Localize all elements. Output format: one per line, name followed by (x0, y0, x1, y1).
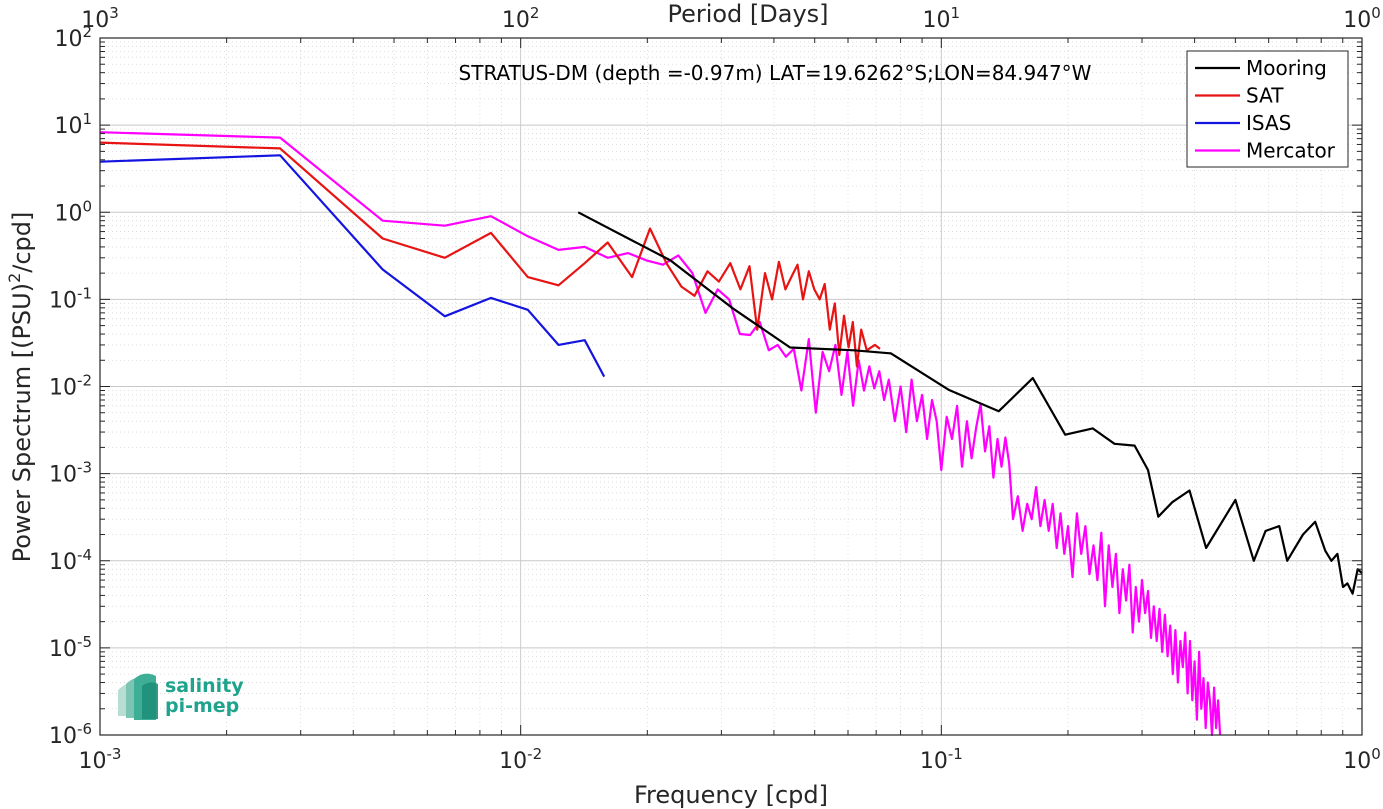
legend-box (1186, 50, 1349, 168)
y-tick-label: 10-5 (49, 633, 92, 662)
y-tick-label: 10-4 (49, 546, 92, 575)
x2-tick-label: 102 (502, 4, 540, 33)
logo-line1: salinity (165, 675, 244, 697)
legend: Mooring SAT ISAS Mercator (1186, 50, 1349, 168)
axis-ticks (99, 37, 1363, 736)
y-tick-label: 102 (54, 23, 92, 52)
chart-annotation: STRATUS-DM (depth =-0.97m) LAT=19.6262°S… (459, 61, 1092, 85)
y-tick-label: 101 (54, 110, 92, 139)
x-axis-title: Frequency [cpd] (634, 781, 828, 809)
x-tick-label: 10-3 (79, 745, 122, 774)
y-axis-title-main: Power Spectrum [(PSU) (8, 283, 36, 562)
series-line-sat (99, 141, 881, 368)
legend-label: SAT (1246, 84, 1284, 108)
x2-tick-label: 100 (1343, 4, 1381, 33)
x2-tick-label: 101 (923, 4, 961, 33)
x2-axis-title: Period [Days] (667, 0, 828, 28)
y-tick-label: 10-3 (49, 459, 92, 488)
x-tick-label: 10-2 (499, 745, 542, 774)
x2-tick-label: 103 (81, 4, 119, 33)
y-axis-title-tail: /cpd] (8, 212, 36, 273)
x-tick-label: 10-1 (920, 745, 963, 774)
series-line-mercator (99, 131, 1222, 737)
y-axis-title-sup: 2 (5, 273, 24, 283)
salinity-pi-mep-logo: salinity pi-mep (118, 673, 244, 720)
series-line-isas (99, 154, 606, 378)
series-line-mooring (577, 211, 1363, 595)
x-tick-label: 100 (1343, 745, 1381, 774)
y-axis-title: Power Spectrum [(PSU)2/cpd] (5, 212, 36, 563)
y-tick-label: 10-2 (49, 372, 92, 401)
logo-waves-icon (118, 673, 158, 720)
y-tick-label: 10-1 (49, 284, 92, 313)
legend-entries: Mooring SAT ISAS Mercator (1195, 56, 1336, 163)
series-group (99, 131, 1363, 737)
legend-label: Mercator (1246, 139, 1336, 163)
logo-line2: pi-mep (165, 695, 239, 717)
legend-label: ISAS (1246, 111, 1291, 135)
legend-label: Mooring (1246, 56, 1327, 80)
y-tick-label: 10-6 (49, 720, 92, 749)
y-tick-label: 100 (54, 197, 92, 226)
